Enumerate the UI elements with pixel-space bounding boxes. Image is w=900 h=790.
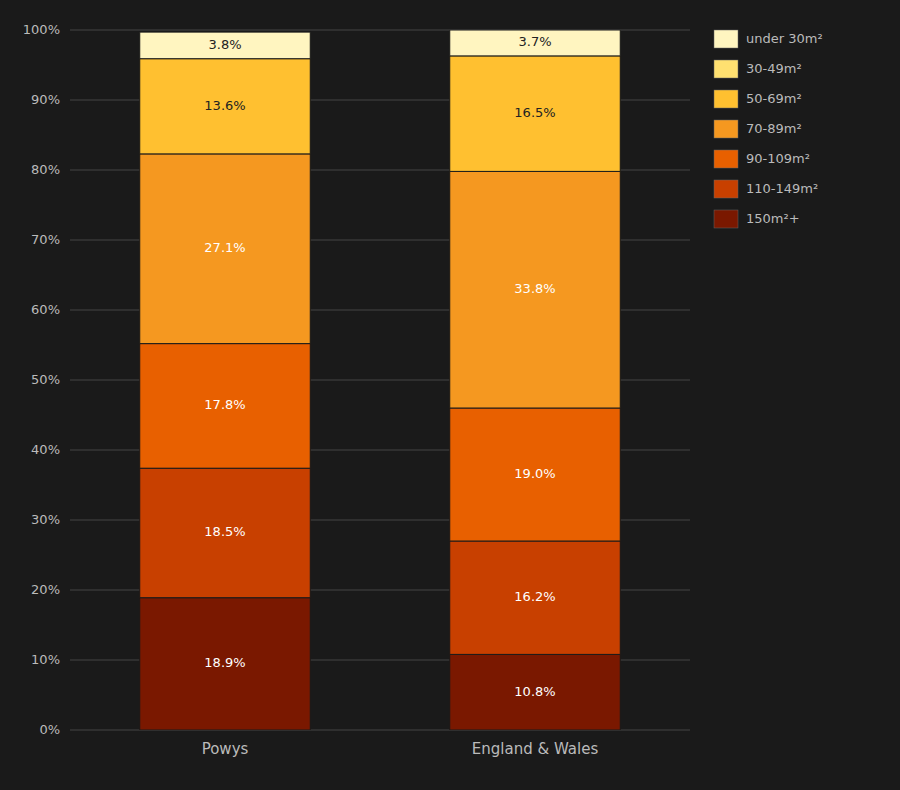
legend-label: 150m²+ <box>746 211 800 226</box>
bar-segment <box>450 171 621 408</box>
y-tick-label: 60% <box>31 302 60 317</box>
y-tick-label: 100% <box>23 22 60 37</box>
data-label: 18.5% <box>204 524 245 539</box>
legend-swatch <box>714 180 738 198</box>
bar-segment <box>140 32 311 59</box>
y-tick-label: 80% <box>31 162 60 177</box>
bar-segment <box>140 344 311 469</box>
data-label: 19.0% <box>514 466 555 481</box>
data-label: 10.8% <box>514 684 555 699</box>
data-label: 33.8% <box>514 281 555 296</box>
bar-segment <box>450 56 621 171</box>
data-label: 17.8% <box>204 397 245 412</box>
x-axis: Powys England & Wales <box>202 740 599 758</box>
legend-label: 50-69m² <box>746 91 802 106</box>
y-axis: 0% 10% 20% 30% 40% 50% 60% 70% 80% 90% 100% <box>23 22 690 737</box>
bar-segment <box>450 408 621 541</box>
bar-segment <box>140 59 311 154</box>
legend-label: 110-149m² <box>746 181 818 196</box>
y-tick-label: 0% <box>39 722 60 737</box>
legend-swatch <box>714 150 738 168</box>
legend-label: 30-49m² <box>746 61 802 76</box>
bar-segment <box>450 654 621 730</box>
data-label: 16.5% <box>514 105 555 120</box>
legend-swatch <box>714 120 738 138</box>
legend-label: 90-109m² <box>746 151 810 166</box>
background <box>0 0 900 790</box>
legend: under 30m² 30-49m² 50-69m² 70-89m² 90-109m² 1… <box>714 30 823 228</box>
y-tick-label: 30% <box>31 512 60 527</box>
legend-swatch <box>714 60 738 78</box>
y-tick-label: 90% <box>31 92 60 107</box>
bar-segment <box>140 468 311 598</box>
data-label: 3.7% <box>518 34 551 49</box>
data-label: 16.2% <box>514 589 555 604</box>
chart: 0% 10% 20% 30% 40% 50% 60% 70% 80% 90% 100% 18.9% 10… <box>0 0 900 790</box>
y-tick-label: 50% <box>31 372 60 387</box>
x-tick-label: Powys <box>202 740 249 758</box>
legend-label: 70-89m² <box>746 121 802 136</box>
bar-segment <box>140 598 311 730</box>
data-label: 13.6% <box>204 98 245 113</box>
data-label: 3.8% <box>208 37 241 52</box>
y-tick-label: 20% <box>31 582 60 597</box>
legend-swatch <box>714 30 738 48</box>
x-tick-label: England & Wales <box>472 740 599 758</box>
bars <box>140 30 621 730</box>
data-labels: 18.9% 10.8% 18.5% 16.2% 17.8% 19.0% 27.1% 33.8%… <box>204 34 555 698</box>
bar-segment <box>140 154 311 344</box>
bar-segment <box>450 541 621 654</box>
y-tick-label: 10% <box>31 652 60 667</box>
bar-segment <box>450 30 621 56</box>
legend-label: under 30m² <box>746 31 823 46</box>
data-label: 27.1% <box>204 240 245 255</box>
legend-swatch <box>714 210 738 228</box>
data-label: 18.9% <box>204 655 245 670</box>
y-tick-label: 40% <box>31 442 60 457</box>
y-tick-label: 70% <box>31 232 60 247</box>
legend-swatch <box>714 90 738 108</box>
